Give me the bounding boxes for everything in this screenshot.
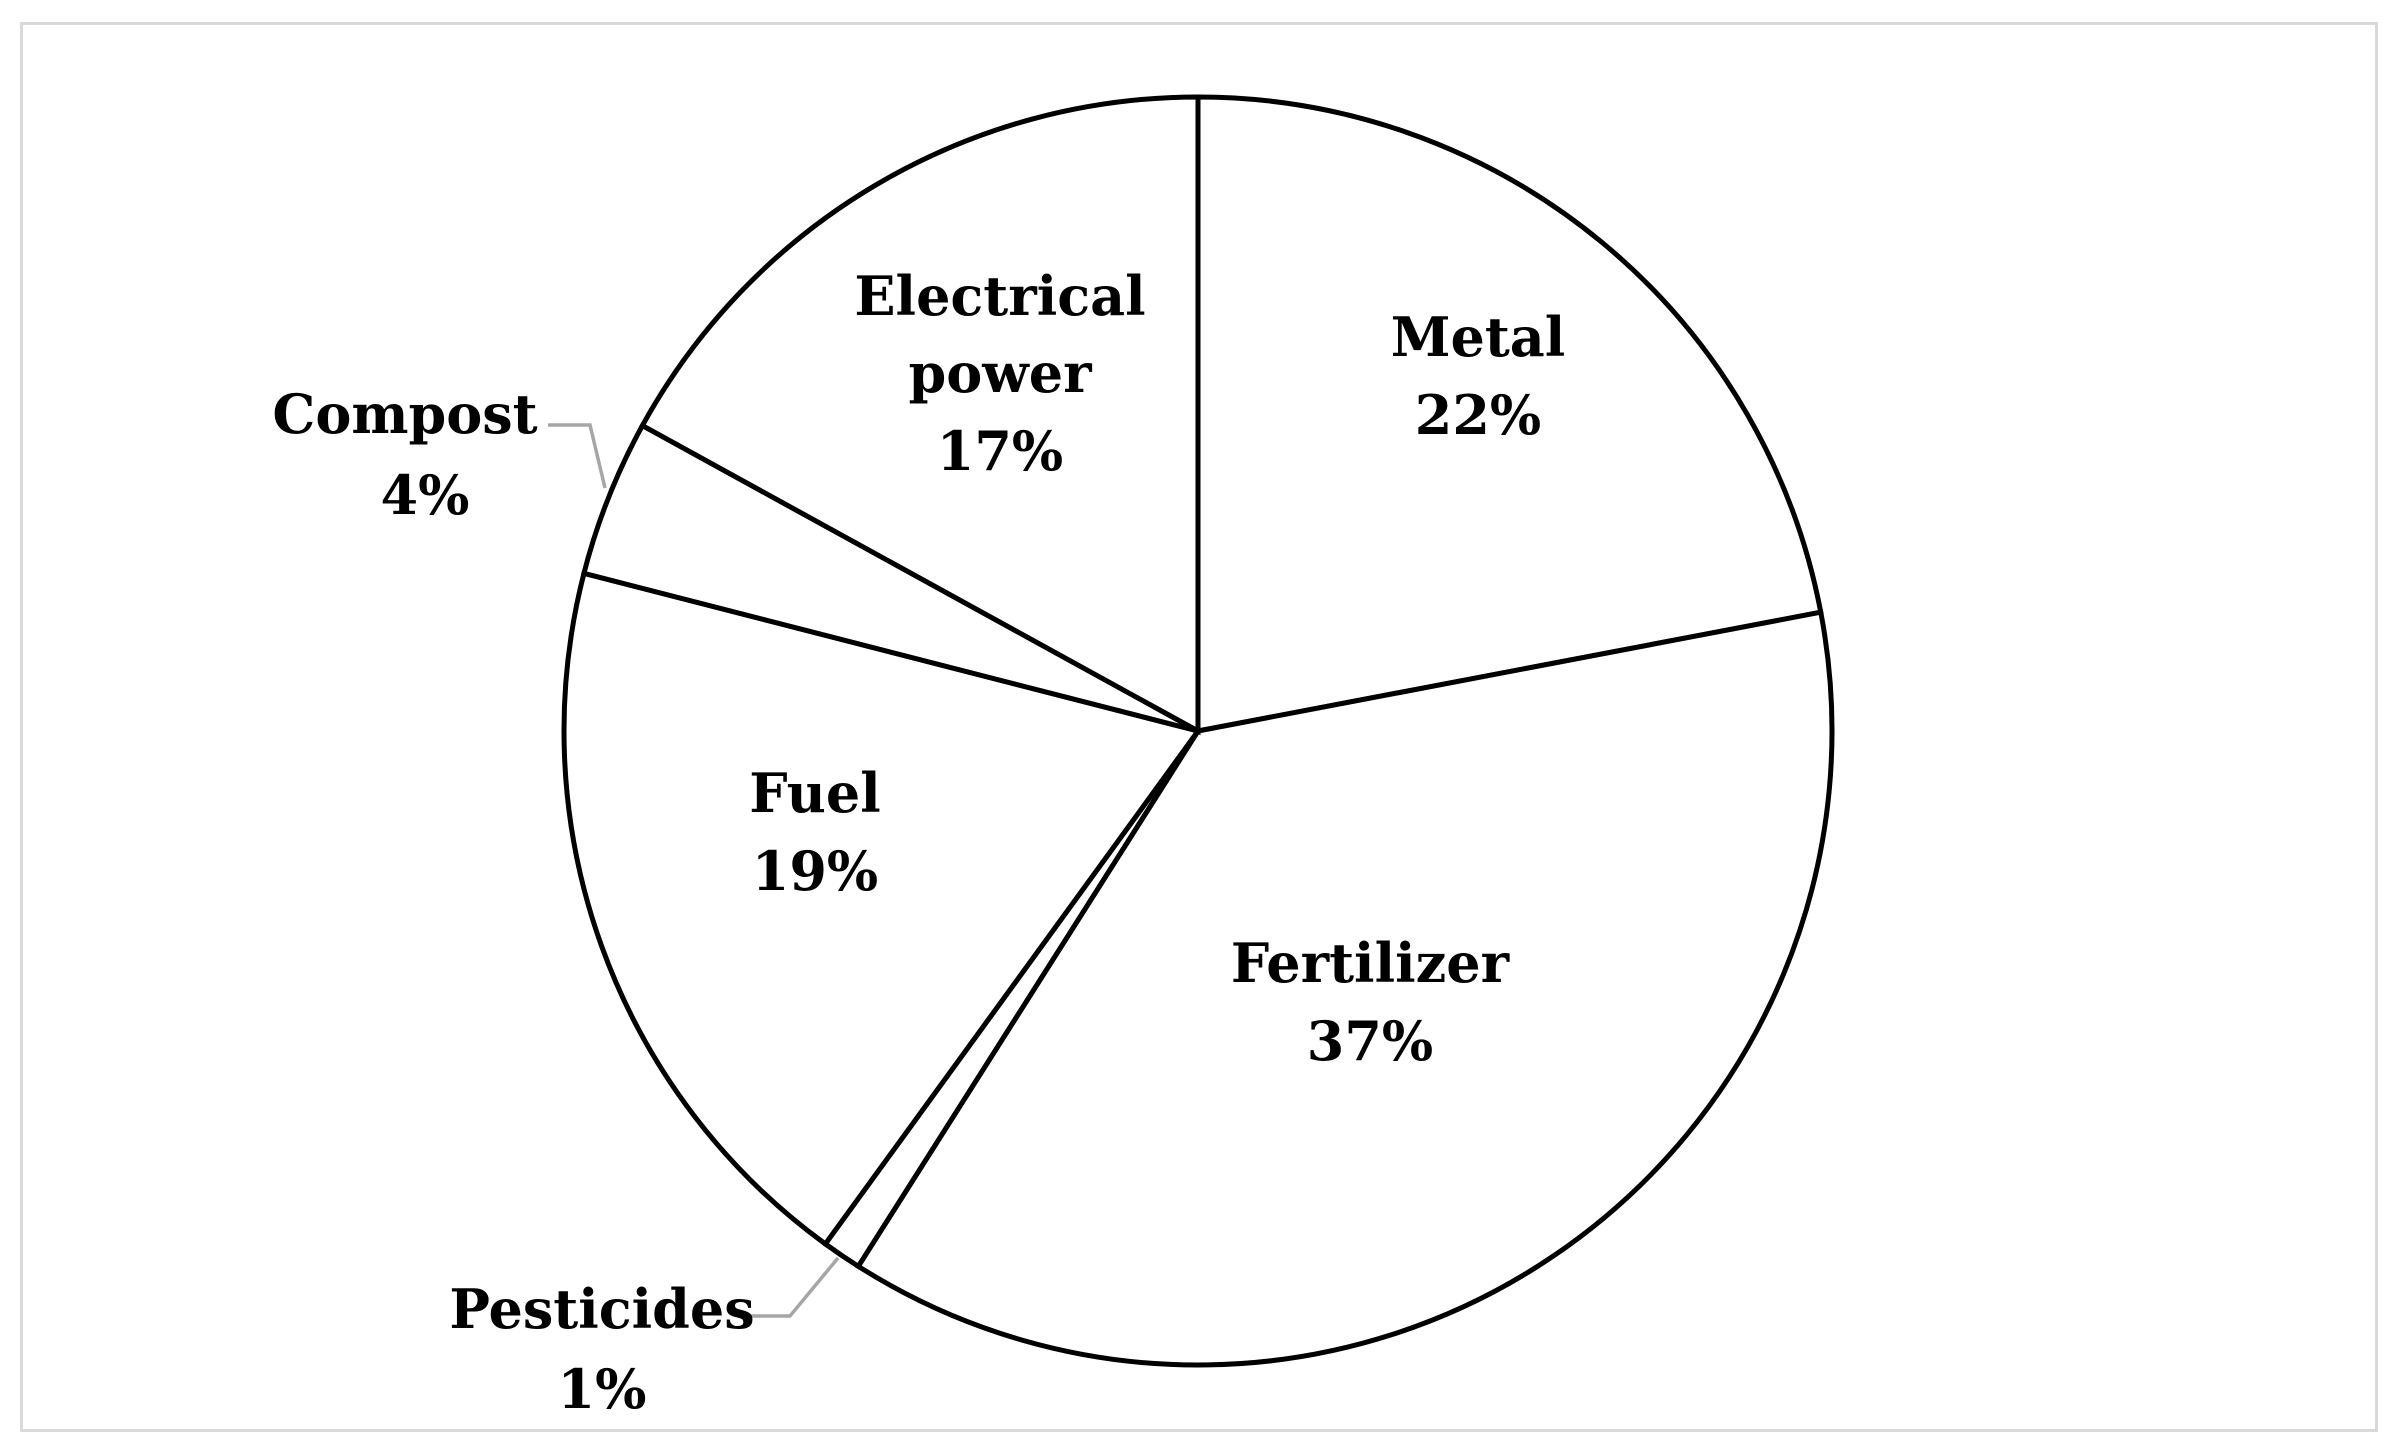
data-label-value-electrical-power: 17% [937,419,1063,483]
data-label-name-fuel: Fuel [749,761,881,825]
data-label-name-compost: Compost [272,382,537,446]
data-label-name-electrical-power-line2: power [908,341,1092,405]
data-label-name-electrical-power-line1: Electrical [854,264,1145,328]
labels-layer: Metal 22% Fertilizer 37% Pesticides 1% Fuel 19%… [272,264,1565,1421]
slice-metal [1195,94,1824,735]
slice-fuel [561,570,1203,1248]
data-label-name-metal: Metal [1391,305,1566,369]
slice-fertilizer [854,609,1835,1368]
data-label-name-fertilizer: Fertilizer [1231,931,1510,995]
data-label-name-pesticides: Pesticides [449,1277,754,1341]
data-label-value-metal: 22% [1415,383,1541,447]
slice-electrical-power [639,94,1201,736]
data-label-value-compost: 4% [381,463,470,527]
data-label-value-fuel: 19% [752,839,878,903]
data-label-value-fertilizer: 37% [1307,1009,1433,1073]
data-label-value-pesticides: 1% [558,1357,647,1421]
leader-line-pesticides [742,1256,840,1318]
leaders-layer [548,423,840,1318]
slices-layer [561,94,1835,1368]
leader-line-compost [548,423,607,489]
